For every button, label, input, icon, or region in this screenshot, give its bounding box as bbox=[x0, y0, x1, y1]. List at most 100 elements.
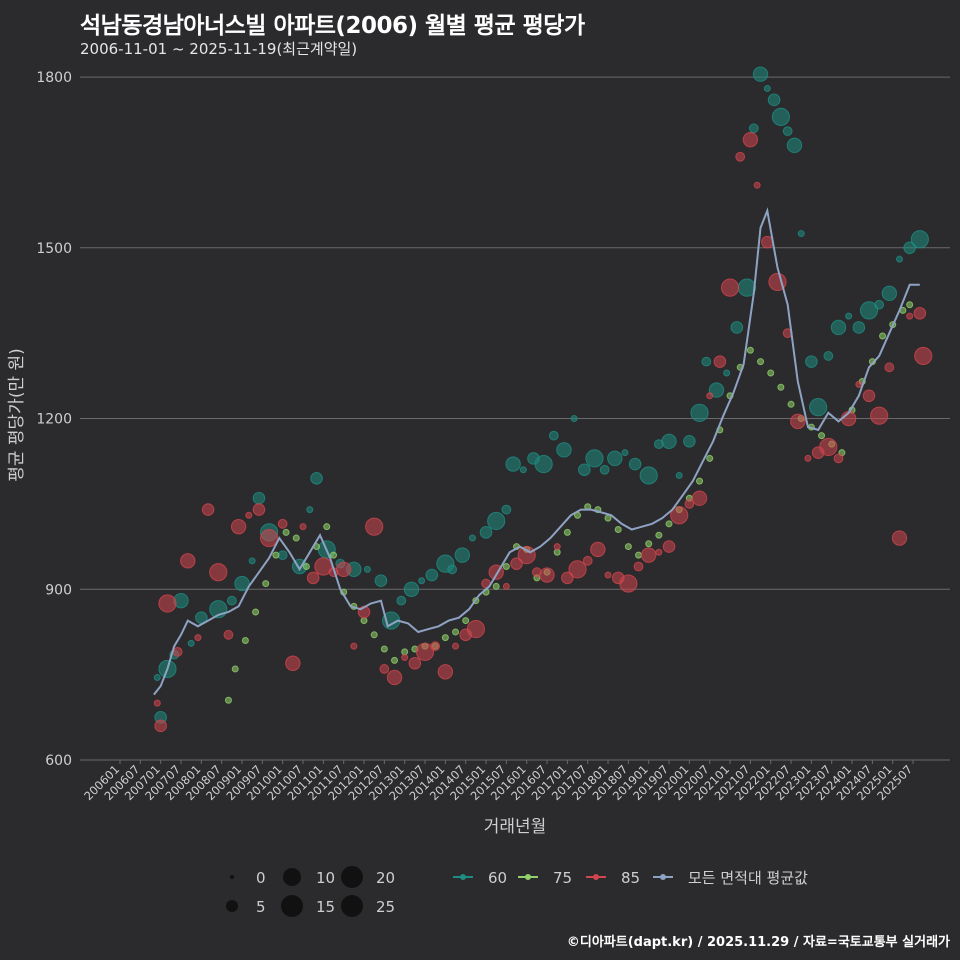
point-85 bbox=[437, 664, 454, 680]
point-85 bbox=[833, 453, 844, 464]
point-85 bbox=[906, 312, 914, 320]
point-85 bbox=[568, 560, 587, 579]
point-60 bbox=[277, 550, 288, 561]
size-legend-label: 5 bbox=[256, 898, 266, 916]
point-85 bbox=[855, 380, 863, 388]
point-85 bbox=[862, 389, 876, 403]
point-60 bbox=[683, 435, 696, 448]
size-legend-label: 0 bbox=[256, 869, 266, 887]
point-60 bbox=[248, 557, 256, 565]
point-85 bbox=[539, 567, 555, 583]
y-tick-label: 900 bbox=[45, 582, 72, 598]
point-85 bbox=[401, 654, 409, 662]
point-60 bbox=[874, 299, 885, 310]
point-75 bbox=[706, 454, 714, 462]
point-85 bbox=[365, 517, 384, 536]
point-75 bbox=[452, 628, 460, 636]
point-60 bbox=[910, 230, 929, 249]
point-60 bbox=[701, 356, 712, 367]
point-75 bbox=[879, 332, 887, 340]
point-85 bbox=[194, 634, 202, 642]
point-60 bbox=[425, 568, 439, 582]
y-tick-label: 1500 bbox=[36, 241, 72, 257]
point-60 bbox=[454, 547, 471, 563]
point-60 bbox=[690, 403, 709, 422]
point-60 bbox=[730, 321, 744, 334]
y-tick-labels: 600 900 1200 1500 1800 bbox=[36, 70, 72, 769]
point-85 bbox=[884, 362, 895, 373]
point-85 bbox=[670, 506, 689, 525]
point-60 bbox=[881, 285, 898, 302]
point-85 bbox=[655, 548, 663, 556]
point-85 bbox=[201, 503, 215, 516]
point-60 bbox=[578, 463, 591, 477]
point-75 bbox=[624, 543, 632, 551]
point-85 bbox=[209, 563, 228, 582]
point-85 bbox=[735, 151, 746, 162]
point-75 bbox=[635, 551, 643, 559]
point-85 bbox=[870, 406, 889, 425]
point-60 bbox=[403, 581, 420, 597]
point-75 bbox=[360, 617, 368, 625]
point-60 bbox=[661, 433, 677, 450]
point-85 bbox=[662, 540, 676, 553]
point-85 bbox=[306, 571, 320, 585]
series-legend-dot bbox=[460, 874, 466, 880]
point-85 bbox=[502, 582, 510, 590]
point-85 bbox=[819, 437, 838, 457]
point-60 bbox=[786, 137, 803, 154]
point-85 bbox=[913, 306, 927, 320]
x-tick-labels: 2006012006072007012007072008012008072009… bbox=[81, 760, 915, 803]
point-60 bbox=[903, 241, 916, 255]
point-75 bbox=[262, 580, 270, 588]
average-series-line bbox=[153, 207, 920, 696]
point-75 bbox=[563, 528, 571, 536]
point-85 bbox=[790, 413, 806, 430]
point-60 bbox=[621, 449, 629, 457]
point-85 bbox=[408, 656, 422, 670]
point-60 bbox=[447, 564, 458, 575]
point-60 bbox=[852, 321, 866, 334]
point-85 bbox=[914, 346, 933, 366]
point-75 bbox=[380, 645, 388, 653]
point-75 bbox=[645, 540, 653, 548]
point-75 bbox=[787, 400, 795, 408]
point-85 bbox=[691, 490, 708, 506]
point-85 bbox=[180, 553, 196, 569]
point-60 bbox=[153, 673, 161, 681]
point-60 bbox=[830, 319, 847, 336]
point-75 bbox=[323, 523, 331, 531]
point-60 bbox=[548, 430, 559, 441]
footer-credit: ©디아파트(dapt.kr) / 2025.11.29 / 자료=국토교통부 실… bbox=[566, 935, 950, 950]
point-60 bbox=[252, 491, 266, 505]
point-60 bbox=[226, 595, 237, 606]
point-60 bbox=[570, 415, 578, 423]
point-85 bbox=[172, 646, 183, 657]
point-75 bbox=[502, 563, 510, 571]
point-60 bbox=[809, 398, 828, 417]
point-85 bbox=[720, 278, 740, 297]
point-60 bbox=[556, 442, 572, 458]
point-85 bbox=[252, 503, 266, 516]
legend: 0 5 10 15 20 25 60 75 85 모든 면적대 평균값 bbox=[226, 866, 808, 917]
point-85 bbox=[285, 655, 301, 671]
point-75 bbox=[401, 648, 409, 656]
point-60 bbox=[599, 464, 610, 475]
point-60 bbox=[363, 565, 371, 573]
point-75 bbox=[370, 631, 378, 639]
point-60 bbox=[797, 230, 805, 238]
point-85 bbox=[379, 664, 390, 674]
point-60 bbox=[752, 66, 769, 82]
point-75 bbox=[696, 477, 704, 485]
point-60 bbox=[487, 511, 506, 531]
point-75 bbox=[757, 358, 765, 366]
point-75 bbox=[777, 383, 785, 391]
size-legend-dot bbox=[230, 875, 234, 879]
point-75 bbox=[391, 656, 399, 664]
point-75 bbox=[492, 582, 500, 590]
point-75 bbox=[906, 301, 914, 309]
point-75 bbox=[224, 696, 232, 704]
point-60 bbox=[505, 456, 521, 472]
point-85 bbox=[510, 557, 523, 570]
point-60 bbox=[708, 382, 725, 398]
